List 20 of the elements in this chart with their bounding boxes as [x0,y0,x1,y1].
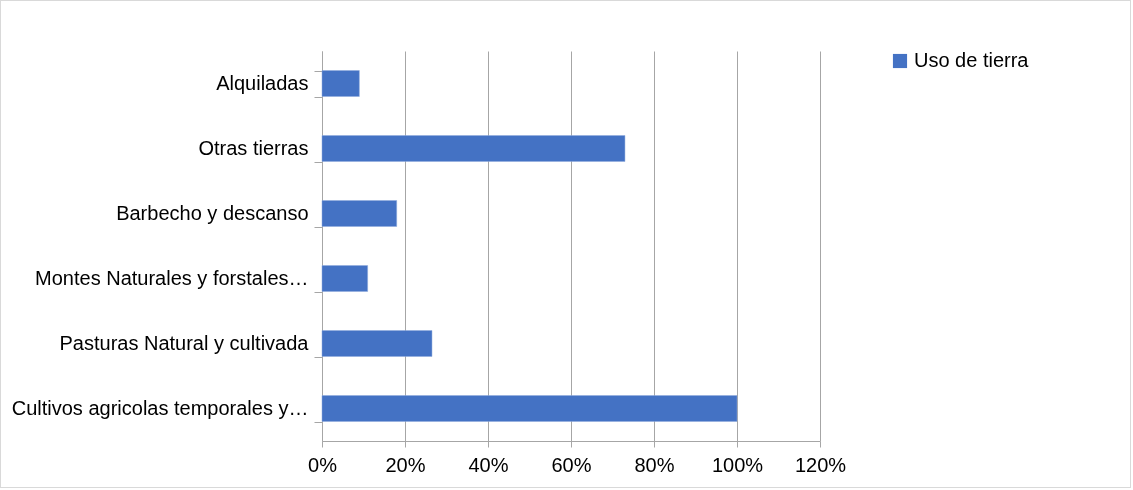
bar [321,395,738,422]
y-tick-label: Montes Naturales y forstales… [35,267,309,289]
bar [321,330,433,357]
y-tick-label: Barbecho y descanso [116,202,309,224]
y-tick-label: Alquiladas [216,72,309,94]
bar [321,265,368,292]
bar [321,135,626,162]
y-tick-label: Pasturas Natural y cultivada [59,332,310,354]
legend-label: Uso de tierra [914,49,1030,71]
x-tick-label: 100% [711,453,764,476]
bar [321,200,397,227]
bar [321,70,360,97]
x-tick-label: 60% [551,453,592,476]
x-tick-label: 20% [385,453,426,476]
y-tick-label: Cultivos agricolas temporales y… [11,397,309,419]
y-tick-label: Otras tierras [198,137,309,159]
x-tick-label: 40% [468,453,509,476]
x-tick-label: 80% [634,453,675,476]
x-tick-label: 0% [308,453,338,476]
x-tick-label: 120% [794,453,847,476]
